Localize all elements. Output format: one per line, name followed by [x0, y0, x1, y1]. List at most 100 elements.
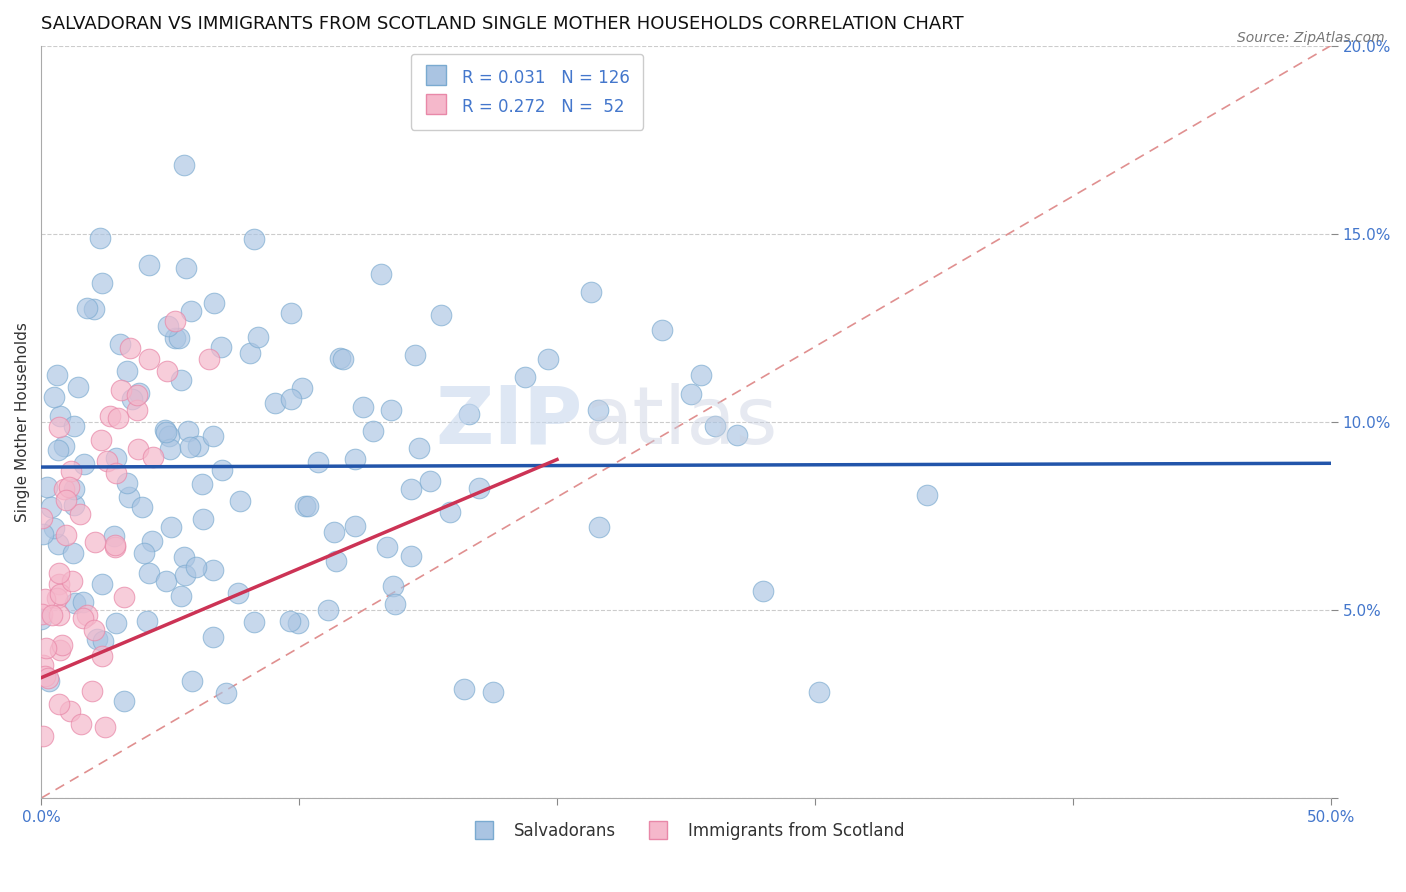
Point [44, 390, 66, 404]
Point [49, 587, 72, 601]
Point [127, 442, 149, 456]
Point [105, 616, 128, 631]
Point [239, 346, 262, 360]
Point [291, 381, 314, 395]
Point [107, 410, 129, 425]
Point [159, 442, 181, 456]
Point [110, 383, 132, 397]
Point [37, 671, 59, 685]
Point [52, 439, 75, 453]
Point [60, 464, 83, 478]
Point [328, 351, 350, 366]
Point [243, 615, 266, 629]
Point [90, 649, 112, 664]
Point [263, 396, 285, 410]
Point [63, 419, 86, 434]
Point [170, 589, 193, 603]
Text: Source: ZipAtlas.com: Source: ZipAtlas.com [1237, 31, 1385, 45]
Point [132, 546, 155, 560]
Point [38, 674, 60, 689]
Point [55, 528, 77, 542]
Point [35, 480, 58, 494]
Point [280, 306, 302, 320]
Point [155, 425, 177, 439]
Point [323, 525, 346, 540]
Point [399, 549, 422, 563]
Point [191, 512, 214, 526]
Point [49, 643, 72, 657]
Point [60, 574, 83, 588]
Point [62, 482, 84, 496]
Point [67, 380, 90, 394]
Point [184, 560, 207, 574]
Point [153, 423, 176, 437]
Point [242, 232, 264, 246]
Point [430, 308, 453, 322]
Point [287, 616, 309, 631]
Point [703, 419, 725, 434]
Point [34, 668, 56, 682]
Point [46, 591, 69, 606]
Point [167, 331, 190, 345]
Point [91, 634, 114, 648]
Point [65, 596, 87, 610]
Point [48, 697, 70, 711]
Point [115, 364, 138, 378]
Point [58, 480, 80, 494]
Point [127, 403, 149, 417]
Point [307, 455, 329, 469]
Point [513, 370, 536, 384]
Point [201, 630, 224, 644]
Point [48, 577, 70, 591]
Point [125, 388, 148, 402]
Point [215, 686, 238, 700]
Point [690, 368, 713, 382]
Point [408, 442, 430, 456]
Point [86, 632, 108, 646]
Point [180, 304, 202, 318]
Point [156, 318, 179, 333]
Point [89, 231, 111, 245]
Point [343, 518, 366, 533]
Point [155, 574, 177, 588]
Point [83, 623, 105, 637]
Point [159, 520, 181, 534]
Point [82, 683, 104, 698]
Text: atlas: atlas [583, 383, 778, 461]
Point [76, 608, 98, 623]
Point [679, 387, 702, 401]
Point [121, 392, 143, 406]
Point [278, 615, 301, 629]
Point [228, 493, 250, 508]
Point [83, 301, 105, 316]
Point [155, 364, 177, 378]
Legend: Salvadorans, Immigrants from Scotland: Salvadorans, Immigrants from Scotland [461, 815, 911, 847]
Point [69, 507, 91, 521]
Point [63, 498, 86, 512]
Point [31, 511, 53, 525]
Point [361, 424, 384, 438]
Point [117, 490, 139, 504]
Point [725, 428, 748, 442]
Point [173, 549, 195, 564]
Point [103, 528, 125, 542]
Point [808, 685, 831, 699]
Point [69, 716, 91, 731]
Point [191, 477, 214, 491]
Point [579, 285, 602, 300]
Point [138, 258, 160, 272]
Point [131, 500, 153, 515]
Point [915, 488, 938, 502]
Point [352, 400, 374, 414]
Point [142, 450, 165, 465]
Point [90, 277, 112, 291]
Point [280, 392, 302, 406]
Point [73, 457, 96, 471]
Point [202, 563, 225, 577]
Point [108, 337, 131, 351]
Point [163, 314, 186, 328]
Point [201, 429, 224, 443]
Point [198, 352, 221, 367]
Point [118, 341, 141, 355]
Point [468, 482, 491, 496]
